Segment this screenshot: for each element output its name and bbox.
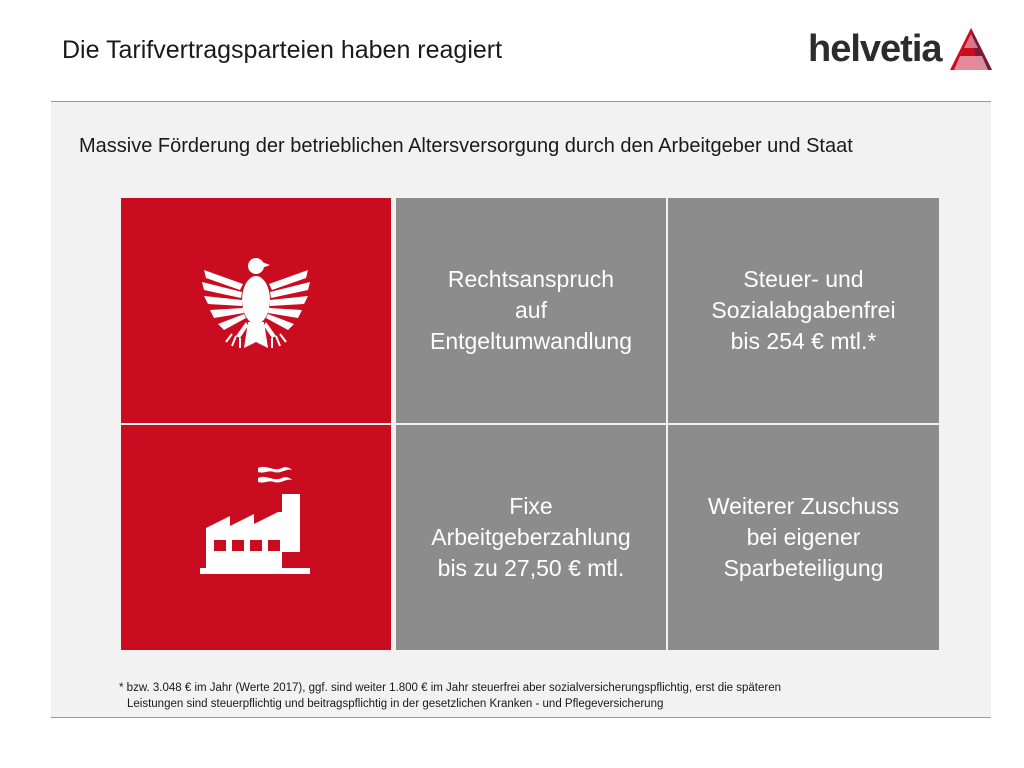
tile-additional-subsidy-text: Weiterer Zuschuss bei eigener Sparbeteil… [707, 493, 900, 581]
helvetia-logo: helvetia [808, 26, 994, 74]
content-panel: Massive Förderung der betrieblichen Alte… [51, 101, 991, 718]
page-title: Die Tarifvertragsparteien haben reagiert [62, 36, 503, 64]
helvetia-triangle-mark-icon [950, 28, 992, 70]
footnote-line-1: * bzw. 3.048 € im Jahr (Werte 2017), ggf… [119, 682, 782, 694]
tile-legal-claim: Rechtsanspruch auf Entgeltumwandlung [396, 198, 666, 423]
tile-employer-payment-text: Fixe Arbeitgeberzahlung bis zu 27,50 € m… [431, 493, 631, 581]
tile-employer-payment: Fixe Arbeitgeberzahlung bis zu 27,50 € m… [396, 425, 666, 650]
logo-wordmark: helvetia [808, 28, 943, 70]
tile-tax-exempt: Steuer- und Sozialabgabenfrei bis 254 € … [668, 198, 939, 423]
factory-icon [200, 466, 310, 574]
tile-tax-exempt-text: Steuer- und Sozialabgabenfrei bis 254 € … [711, 266, 896, 354]
footnote: * bzw. 3.048 € im Jahr (Werte 2017), ggf… [119, 680, 939, 712]
tile-additional-subsidy: Weiterer Zuschuss bei eigener Sparbeteil… [668, 425, 939, 650]
subtitle: Massive Förderung der betrieblichen Alte… [79, 135, 853, 157]
footnote-line-2: Leistungen sind steuerpflichtig und beit… [127, 698, 664, 710]
tile-state [121, 198, 391, 423]
federal-eagle-icon [202, 258, 310, 348]
tile-employer [121, 425, 391, 650]
tile-legal-claim-text: Rechtsanspruch auf Entgeltumwandlung [429, 266, 633, 354]
